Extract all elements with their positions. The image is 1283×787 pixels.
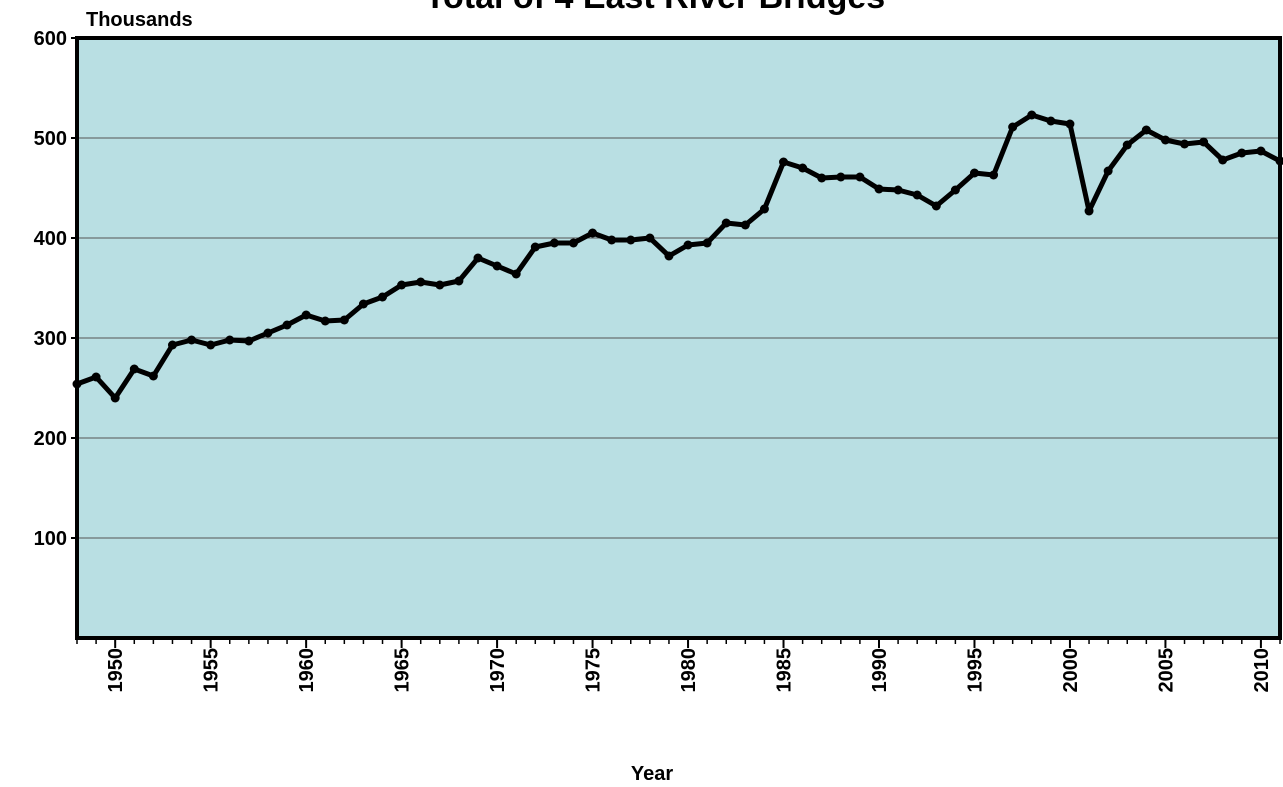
data-point [206, 340, 216, 350]
data-point [607, 235, 617, 245]
data-point [626, 235, 636, 245]
data-point [759, 204, 769, 214]
data-point [1084, 206, 1094, 216]
data-point [855, 172, 865, 182]
data-point [339, 315, 349, 325]
data-point [989, 170, 999, 180]
data-point [129, 364, 139, 374]
data-point [473, 253, 483, 263]
data-point [1122, 140, 1132, 150]
plot-border [75, 36, 1282, 640]
data-point [1065, 119, 1075, 129]
data-point [740, 220, 750, 230]
x-tick-label: 2000 [1060, 648, 1082, 693]
data-point [435, 280, 445, 290]
data-point [301, 310, 311, 320]
x-tick-label: 1965 [392, 648, 414, 693]
data-point [931, 201, 941, 211]
data-point [1027, 110, 1037, 120]
y-unit-label: Thousands [86, 9, 193, 31]
data-point [664, 251, 674, 261]
x-tick-label: 2010 [1251, 648, 1273, 693]
data-point [1103, 166, 1113, 176]
data-point [511, 269, 521, 279]
data-point [702, 238, 712, 248]
data-point [798, 163, 808, 173]
data-point [779, 157, 789, 167]
y-tick-label: 400 [34, 228, 67, 250]
data-line [76, 112, 1282, 401]
x-tick-label: 1980 [678, 648, 700, 693]
data-point [225, 335, 235, 345]
data-point [588, 228, 598, 238]
y-tick-label: 300 [34, 328, 67, 350]
y-tick-label: 100 [34, 528, 67, 550]
data-point [950, 185, 960, 195]
data-point [874, 184, 884, 194]
x-tick-label: 2005 [1155, 648, 1177, 693]
x-tick-label: 1960 [296, 648, 318, 693]
y-tick-label: 200 [34, 428, 67, 450]
x-tick-label: 1990 [869, 648, 891, 693]
data-point [91, 372, 101, 382]
data-point [1218, 155, 1228, 165]
data-point [1180, 139, 1190, 149]
data-point [1160, 135, 1170, 145]
data-point [817, 173, 827, 183]
data-point [110, 393, 120, 403]
chart-title: Total of 4 East River Bridges [425, 0, 885, 16]
data-point [1256, 146, 1266, 156]
data-point [893, 185, 903, 195]
data-point [721, 218, 731, 228]
data-point [683, 240, 693, 250]
x-tick-label: 1985 [774, 648, 796, 693]
data-point [1008, 122, 1018, 132]
data-point [282, 320, 292, 330]
data-point [72, 379, 82, 389]
data-point [1275, 156, 1283, 166]
data-point [148, 371, 158, 381]
data-point [645, 233, 655, 243]
x-axis-label: Year [631, 763, 673, 785]
data-point [320, 316, 330, 326]
data-point [1237, 148, 1247, 158]
data-point [1199, 137, 1209, 147]
data-point [416, 277, 426, 287]
data-point [244, 336, 254, 346]
data-point [549, 238, 559, 248]
data-point [263, 328, 273, 338]
x-tick-label: 1975 [583, 648, 605, 693]
x-tick-label: 1950 [105, 648, 127, 693]
data-point [912, 190, 922, 200]
x-tick-label: 1995 [964, 648, 986, 693]
x-tick-label: 1970 [487, 648, 509, 693]
y-tick-label: 500 [34, 128, 67, 150]
data-point [530, 242, 540, 252]
data-point [568, 238, 578, 248]
data-point [397, 280, 407, 290]
data-point [378, 292, 388, 302]
data-point [187, 335, 197, 345]
data-point [454, 276, 464, 286]
data-point [836, 172, 846, 182]
x-tick-label: 1955 [201, 648, 223, 693]
data-point [1141, 125, 1151, 135]
data-point [358, 299, 368, 309]
data-point [492, 261, 502, 271]
data-point [969, 168, 979, 178]
data-point [1046, 116, 1056, 126]
y-tick-label: 600 [34, 28, 67, 50]
data-point [167, 340, 177, 350]
